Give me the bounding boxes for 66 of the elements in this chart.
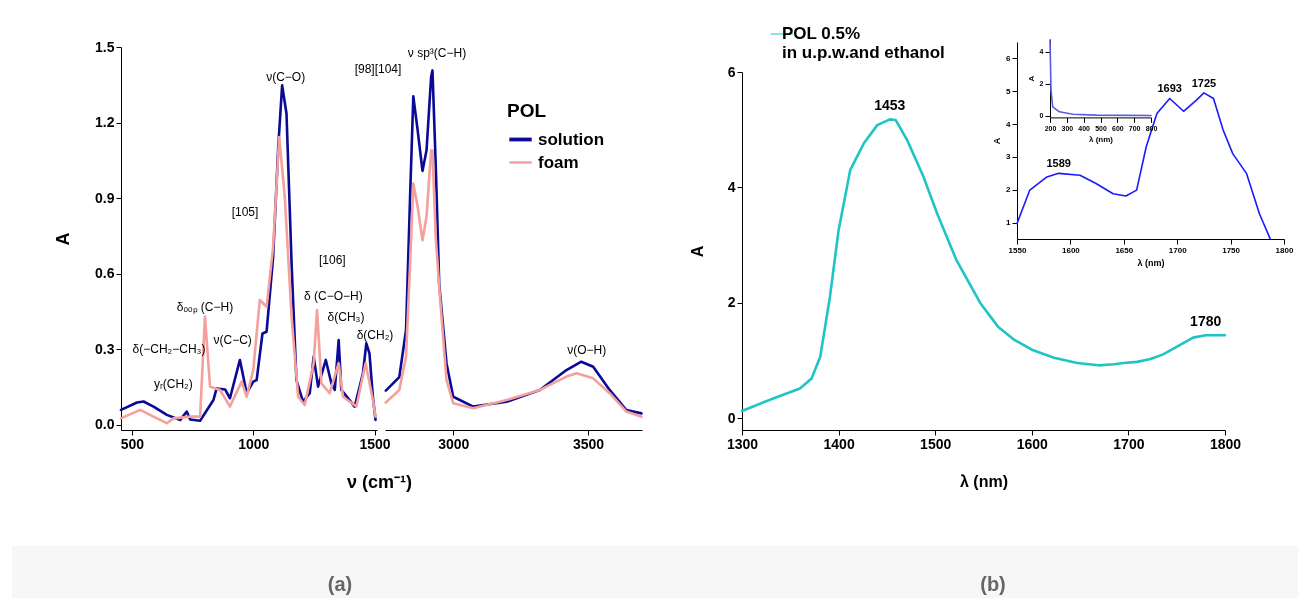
- x-tick-label: 1550: [1008, 245, 1027, 255]
- x-tick-label: 1600: [1062, 245, 1081, 255]
- annotation: δₒₒₚ (C−H): [176, 299, 234, 314]
- y-tick-label: 1: [1006, 217, 1012, 227]
- annotation: 1693: [1157, 82, 1182, 95]
- x-tick-label: 1650: [1115, 245, 1134, 255]
- y-tick-label: 0.9: [95, 189, 115, 206]
- x-tick-label: 1300: [726, 435, 759, 452]
- annotation: [106]: [318, 252, 346, 267]
- x-tick-label: 1700: [1113, 435, 1145, 452]
- y-tick-label: 6: [1006, 53, 1012, 63]
- x-tick-label: 3000: [438, 435, 470, 452]
- y-tick-label: 3: [1006, 152, 1012, 162]
- x-tick-label: 1800: [1275, 245, 1294, 255]
- x-tick-label: 1600: [1016, 435, 1049, 452]
- x-tick-label: 3500: [572, 435, 605, 452]
- x-tick-label: 1700: [1168, 245, 1188, 255]
- legend-label: solution: [538, 129, 605, 149]
- line-series: [1016, 92, 1271, 240]
- x-tick-label: 1000: [238, 435, 270, 452]
- text: POL 0.5% in u.p.w.and ethanol: [782, 24, 945, 62]
- annotation: δ(−CH₂−CH₃): [132, 341, 206, 356]
- annotation: δ (C−O−H): [303, 288, 363, 303]
- y-axis-title: A: [992, 137, 1003, 145]
- y-tick-label: 1.2: [95, 113, 115, 130]
- text: (a): [327, 573, 353, 596]
- annotation: 1780: [1190, 313, 1222, 330]
- y-tick-label: 2: [1006, 185, 1012, 195]
- annotation: 1589: [1046, 157, 1071, 170]
- x-tick-label: 1800: [1209, 435, 1242, 452]
- x-tick-label: 1750: [1222, 245, 1241, 255]
- annotation: [105]: [231, 204, 259, 219]
- y-tick-label: 6: [727, 63, 736, 80]
- x-tick-label: 1500: [359, 435, 391, 452]
- y-tick-label: 1.5: [95, 38, 115, 55]
- y-axis-title: A: [53, 232, 74, 246]
- y-tick-label: 5: [1006, 86, 1012, 96]
- annotation: 1453: [874, 97, 906, 114]
- x-axis-title: λ (nm): [1137, 257, 1165, 268]
- annotation: ν(C−O): [266, 69, 306, 84]
- y-tick-label: 0.0: [95, 416, 115, 433]
- annotation: δ(CH₂): [356, 328, 394, 342]
- x-tick-label: 500: [120, 435, 145, 452]
- y-tick-label: 4: [727, 178, 736, 195]
- y-tick-label: 4: [1006, 119, 1012, 129]
- annotation: ν(O−H): [567, 343, 607, 357]
- y-tick-label: 0.6: [95, 264, 115, 281]
- x-tick-label: 1400: [823, 435, 855, 452]
- annotation: ν(C−C): [213, 333, 252, 347]
- x-axis-title: ν (cm⁻¹): [346, 471, 413, 492]
- y-axis-title: A: [1026, 75, 1036, 82]
- x-tick-label: 1500: [920, 435, 952, 452]
- annotation: ν sp³(C−H): [407, 45, 467, 60]
- annotation: yᵣ(CH₂): [153, 376, 193, 391]
- y-tick-label: 2: [727, 294, 736, 311]
- annotation: 1725: [1191, 76, 1217, 89]
- legend-label: foam: [538, 152, 579, 172]
- y-tick-label: 0: [727, 409, 736, 426]
- annotation: δ(CH₃): [327, 309, 365, 324]
- y-axis-title: A: [688, 245, 706, 258]
- annotation: [98][104]: [354, 61, 402, 76]
- text: (b): [980, 573, 1006, 596]
- y-tick-label: 0.3: [95, 340, 115, 357]
- x-axis-title: λ (nm): [960, 472, 1008, 490]
- legend-title: POL: [507, 99, 547, 121]
- x-axis-title: λ (nm): [1089, 134, 1114, 144]
